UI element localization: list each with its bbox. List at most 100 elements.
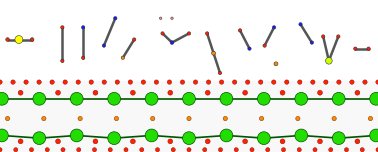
Ellipse shape [318,139,322,144]
Ellipse shape [70,92,83,105]
Ellipse shape [114,116,119,121]
Ellipse shape [18,139,23,144]
Ellipse shape [280,90,285,95]
Ellipse shape [354,47,357,50]
Ellipse shape [33,132,46,145]
Ellipse shape [350,80,354,84]
Ellipse shape [295,92,308,105]
Ellipse shape [33,92,46,105]
Ellipse shape [355,90,360,95]
Ellipse shape [368,116,373,121]
Ellipse shape [337,80,341,84]
Ellipse shape [355,139,360,144]
Ellipse shape [337,35,340,38]
Ellipse shape [167,80,172,84]
Ellipse shape [141,80,146,84]
Ellipse shape [259,80,263,84]
Ellipse shape [324,80,328,84]
Ellipse shape [232,80,237,84]
Ellipse shape [219,80,224,84]
Ellipse shape [82,56,85,59]
Ellipse shape [102,80,107,84]
Ellipse shape [332,92,345,105]
Ellipse shape [248,47,251,50]
Ellipse shape [243,90,248,95]
Ellipse shape [180,80,185,84]
Ellipse shape [6,38,9,41]
Ellipse shape [220,92,233,105]
Ellipse shape [0,148,2,152]
Ellipse shape [370,92,378,105]
Ellipse shape [363,80,367,84]
Ellipse shape [0,92,8,105]
Ellipse shape [108,92,121,105]
Ellipse shape [376,80,378,84]
Ellipse shape [297,148,301,152]
Ellipse shape [77,148,81,152]
Ellipse shape [70,129,83,142]
Bar [0,81,378,152]
Ellipse shape [42,116,46,121]
Ellipse shape [310,41,313,44]
Ellipse shape [160,17,162,19]
Ellipse shape [168,139,173,144]
Ellipse shape [212,51,215,55]
Ellipse shape [145,129,158,142]
Ellipse shape [128,80,133,84]
Ellipse shape [183,92,195,105]
Ellipse shape [154,80,159,84]
Ellipse shape [239,29,242,32]
Ellipse shape [61,148,65,152]
Ellipse shape [205,90,210,95]
Ellipse shape [263,44,266,47]
Ellipse shape [171,148,175,152]
Ellipse shape [250,148,254,152]
Ellipse shape [206,80,211,84]
Ellipse shape [218,71,222,75]
Ellipse shape [78,116,82,121]
Ellipse shape [218,148,223,152]
Ellipse shape [329,148,333,152]
Ellipse shape [145,92,158,105]
Ellipse shape [171,17,173,19]
Ellipse shape [206,32,209,35]
Ellipse shape [187,148,191,152]
Ellipse shape [280,139,285,144]
Ellipse shape [61,26,64,29]
Ellipse shape [245,80,250,84]
Ellipse shape [257,132,270,145]
Ellipse shape [257,92,270,105]
Ellipse shape [297,80,302,84]
Ellipse shape [170,41,174,44]
Ellipse shape [61,59,64,62]
Ellipse shape [5,116,10,121]
Ellipse shape [108,148,112,152]
Ellipse shape [299,23,302,26]
Ellipse shape [37,80,41,84]
Ellipse shape [285,80,289,84]
Ellipse shape [14,148,18,152]
Ellipse shape [325,57,332,64]
Ellipse shape [203,148,207,152]
Ellipse shape [102,44,105,47]
Ellipse shape [360,148,364,152]
Ellipse shape [271,80,276,84]
Ellipse shape [187,116,191,121]
Ellipse shape [0,129,8,142]
Ellipse shape [140,148,144,152]
Ellipse shape [124,148,128,152]
Ellipse shape [76,80,81,84]
Ellipse shape [82,26,85,29]
Ellipse shape [115,80,119,84]
Ellipse shape [24,80,28,84]
Ellipse shape [266,148,270,152]
Ellipse shape [322,35,325,38]
Ellipse shape [15,36,23,43]
Ellipse shape [223,116,228,121]
Ellipse shape [130,139,135,144]
Ellipse shape [282,148,285,152]
Ellipse shape [243,139,248,144]
Ellipse shape [130,90,135,95]
Ellipse shape [220,129,233,142]
Ellipse shape [344,148,349,152]
